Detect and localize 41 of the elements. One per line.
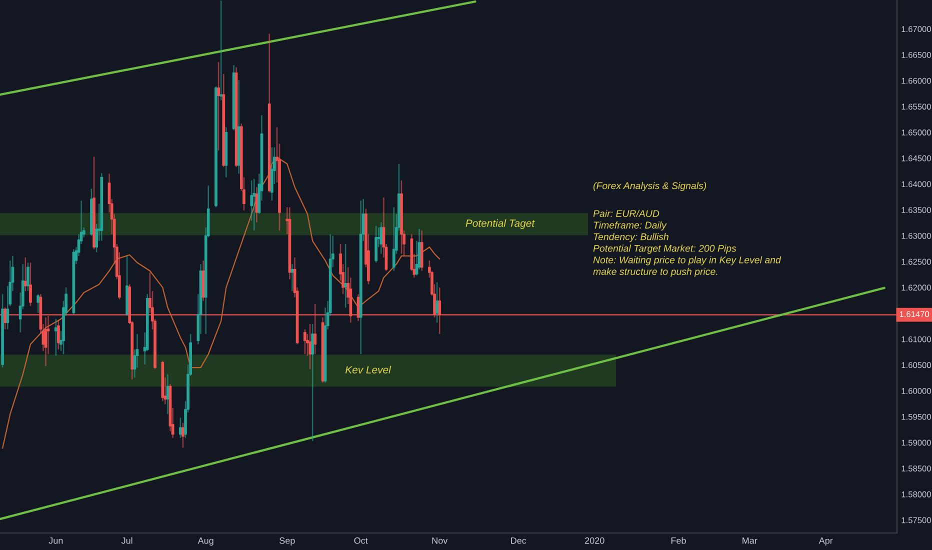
y-tick-label: 1.58000 bbox=[902, 491, 931, 498]
y-tick-label: 1.63500 bbox=[902, 207, 931, 213]
y-tick-label: 1.60500 bbox=[902, 362, 931, 368]
annotation: Potential Target Market: 200 Pips bbox=[593, 244, 736, 254]
x-tick-label: Nov bbox=[432, 538, 448, 544]
y-tick-label: 1.63000 bbox=[902, 232, 931, 239]
x-tick-label: Feb bbox=[671, 537, 686, 544]
x-tick-label: Jun bbox=[48, 538, 63, 544]
y-tick-label: 1.64000 bbox=[902, 181, 931, 188]
x-tick-label: Jul bbox=[121, 537, 132, 544]
y-tick-label: 1.58500 bbox=[902, 466, 931, 472]
annotation: Pair: EUR/AUD bbox=[593, 210, 660, 217]
y-tick-label: 1.59000 bbox=[902, 440, 931, 446]
annotation: Tendency: Bullish bbox=[594, 233, 668, 242]
y-tick-label: 1.65500 bbox=[902, 104, 931, 110]
ref-line-label: 1.61470 bbox=[900, 311, 930, 318]
x-tick-label: Aug bbox=[198, 538, 214, 546]
line-series bbox=[2, 156, 440, 449]
y-tick-label: 1.66000 bbox=[902, 78, 931, 84]
annotation: Note: Waiting price to play in Key Level and bbox=[593, 256, 782, 266]
y-tick-label: 1.57500 bbox=[902, 517, 931, 524]
y-tick-label: 1.62500 bbox=[902, 258, 931, 265]
y-tick-label: 1.60000 bbox=[902, 388, 931, 394]
annotation: Timeframe: Daily bbox=[594, 221, 667, 231]
y-tick-label: 1.67000 bbox=[902, 26, 931, 32]
y-tick-label: 1.59500 bbox=[902, 414, 931, 420]
x-tick-label: Mar bbox=[742, 538, 758, 544]
y-tick-label: 1.66500 bbox=[902, 52, 931, 58]
x-tick-label: Dec bbox=[511, 538, 526, 544]
x-tick-label: Apr bbox=[818, 538, 833, 546]
annotation: make structure to push price. bbox=[593, 268, 718, 277]
y-tick-label: 1.65000 bbox=[902, 130, 931, 136]
y-tick-label: 1.62000 bbox=[902, 284, 931, 291]
y-tick-label: 1.64500 bbox=[902, 155, 931, 162]
x-tick-label: 2020 bbox=[585, 537, 604, 544]
band-label: Kev Level bbox=[345, 366, 392, 374]
x-tick-label: Sep bbox=[280, 537, 295, 546]
annotation: (Forex Analysis & Signals) bbox=[593, 182, 706, 192]
x-tick-label: Oct bbox=[354, 537, 368, 544]
band-label: Potential Taget bbox=[466, 219, 535, 229]
y-tick-label: 1.61000 bbox=[902, 336, 931, 342]
